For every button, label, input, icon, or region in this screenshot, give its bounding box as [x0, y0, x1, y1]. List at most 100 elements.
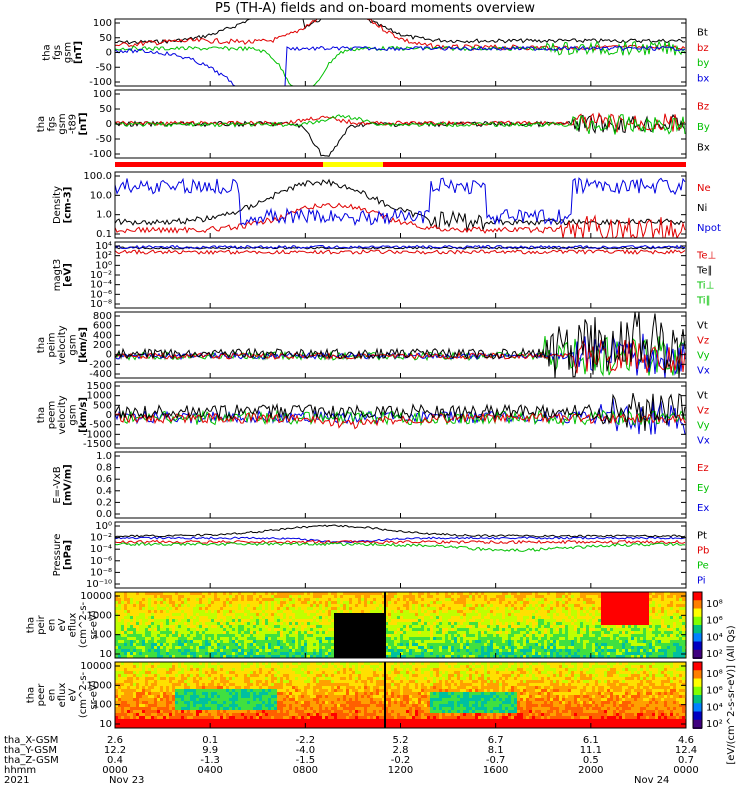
- heatmap-cell: [205, 640, 208, 643]
- heatmap-cell: [391, 595, 394, 598]
- heatmap-cell: [604, 625, 607, 628]
- heatmap-cell: [613, 601, 616, 604]
- heatmap-cell: [352, 655, 355, 658]
- heatmap-cell: [367, 607, 370, 610]
- heatmap-cell: [403, 643, 406, 646]
- heatmap-cell: [646, 619, 649, 622]
- heatmap-cell: [565, 628, 568, 631]
- heatmap-cell: [163, 677, 166, 680]
- heatmap-cell: [124, 707, 127, 710]
- heatmap-cell: [646, 640, 649, 643]
- heatmap-cell: [166, 628, 169, 631]
- heatmap-cell: [547, 616, 550, 619]
- heatmap-cell: [658, 649, 661, 652]
- heatmap-cell: [451, 655, 454, 658]
- heatmap-cell: [343, 634, 346, 637]
- heatmap-cell: [379, 607, 382, 610]
- heatmap-cell: [394, 619, 397, 622]
- heatmap-cell: [595, 595, 598, 598]
- heatmap-cell: [151, 604, 154, 607]
- heatmap-cell: [310, 646, 313, 649]
- heatmap-cell: [385, 610, 388, 613]
- heatmap-cell: [373, 598, 376, 601]
- heatmap-cell: [520, 628, 523, 631]
- heatmap-cell: [169, 619, 172, 622]
- heatmap-cell: [136, 646, 139, 649]
- heatmap-cell: [172, 592, 175, 595]
- heatmap-cell: [640, 649, 643, 652]
- heatmap-cell: [319, 619, 322, 622]
- heatmap-cell: [115, 680, 118, 683]
- heatmap-cell: [145, 652, 148, 655]
- heatmap-cell: [130, 683, 133, 686]
- heatmap-cell: [418, 610, 421, 613]
- heatmap-cell: [136, 677, 139, 680]
- heatmap-cell: [523, 625, 526, 628]
- heatmap-cell: [628, 634, 631, 637]
- heatmap-cell: [427, 637, 430, 640]
- heatmap-cell: [232, 613, 235, 616]
- heatmap-cell: [175, 601, 178, 604]
- heatmap-cell: [571, 610, 574, 613]
- heatmap-cell: [493, 622, 496, 625]
- heatmap-cell: [577, 646, 580, 649]
- heatmap-cell: [253, 652, 256, 655]
- heatmap-cell: [172, 680, 175, 683]
- heatmap-cell: [160, 701, 163, 704]
- heatmap-cell: [487, 613, 490, 616]
- heatmap-cell: [604, 604, 607, 607]
- heatmap-cell: [298, 613, 301, 616]
- heatmap-cell: [157, 649, 160, 652]
- heatmap-cell: [166, 665, 169, 668]
- heatmap-cell: [466, 616, 469, 619]
- heatmap-cell: [589, 622, 592, 625]
- heatmap-cell: [661, 646, 664, 649]
- heatmap-cell: [325, 628, 328, 631]
- heatmap-cell: [244, 640, 247, 643]
- heatmap-cell: [256, 604, 259, 607]
- heatmap-cell: [655, 610, 658, 613]
- heatmap-cell: [139, 634, 142, 637]
- heatmap-cell: [433, 631, 436, 634]
- y-axis-label: tha: [36, 337, 47, 353]
- heatmap-cell: [649, 592, 652, 595]
- heatmap-cell: [166, 692, 169, 695]
- heatmap-cell: [565, 634, 568, 637]
- heatmap-cell: [142, 598, 145, 601]
- y-tick-label: -50: [96, 134, 112, 145]
- y-tick-label: 100: [93, 630, 112, 641]
- heatmap-cell: [493, 598, 496, 601]
- heatmap-cell: [508, 634, 511, 637]
- heatmap-cell: [178, 637, 181, 640]
- heatmap-cell: [436, 592, 439, 595]
- heatmap-cell: [235, 640, 238, 643]
- heatmap-cell: [343, 631, 346, 634]
- heatmap-cell: [286, 595, 289, 598]
- heatmap-cell: [352, 616, 355, 619]
- heatmap-cell: [115, 713, 118, 716]
- heatmap-cell: [505, 622, 508, 625]
- heatmap-cell: [313, 637, 316, 640]
- heatmap-cell: [619, 625, 622, 628]
- heatmap-cell: [148, 634, 151, 637]
- heatmap-cell: [238, 649, 241, 652]
- y-axis-label: [nPa]: [62, 540, 73, 570]
- heatmap-cell: [232, 592, 235, 595]
- heatmap-cell: [361, 655, 364, 658]
- heatmap-cell: [382, 655, 385, 658]
- heatmap-cell: [238, 601, 241, 604]
- heatmap-cell: [388, 613, 391, 616]
- heatmap-cell: [376, 616, 379, 619]
- heatmap-cell: [394, 649, 397, 652]
- heatmap-cell: [172, 598, 175, 601]
- heatmap-cell: [202, 637, 205, 640]
- heatmap-cell: [625, 649, 628, 652]
- heatmap-cell: [352, 631, 355, 634]
- heatmap-cell: [463, 604, 466, 607]
- heatmap-cell: [328, 637, 331, 640]
- heatmap-cell: [256, 610, 259, 613]
- heatmap-cell: [124, 674, 127, 677]
- heatmap-cell: [160, 634, 163, 637]
- heatmap-cell: [262, 610, 265, 613]
